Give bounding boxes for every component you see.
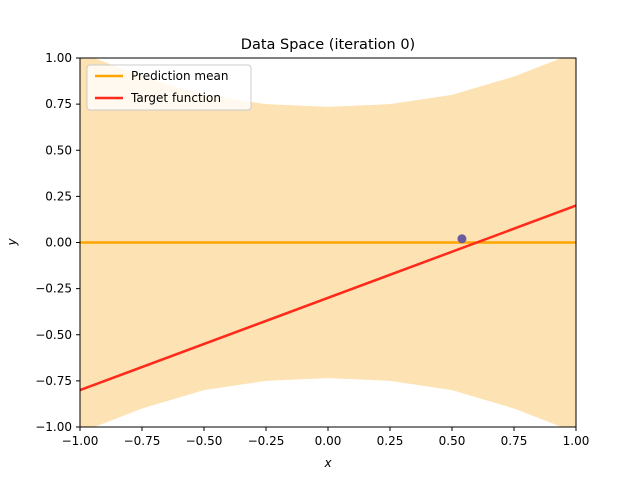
y-axis-label: y <box>5 238 19 247</box>
y-tick-label: 1.00 <box>45 51 72 65</box>
legend: Prediction mean Target function <box>86 64 252 111</box>
legend-label-prediction-mean: Prediction mean <box>131 69 228 83</box>
target-function-line <box>80 204 576 392</box>
chart-title: Data Space (iteration 0) <box>241 37 415 53</box>
x-tick-label: −0.75 <box>124 434 161 448</box>
x-tick-label: −0.50 <box>186 434 223 448</box>
y-tick-label: 0.25 <box>45 189 72 203</box>
y-tick-label: 0.50 <box>45 143 72 157</box>
legend-label-target-function: Target function <box>130 91 221 105</box>
y-tick-label: 0.75 <box>45 97 72 111</box>
observation-point <box>457 234 467 244</box>
y-tick-label: −0.25 <box>35 282 72 296</box>
x-tick-label: −1.00 <box>62 434 99 448</box>
legend-box <box>86 64 252 111</box>
x-tick-label: −0.25 <box>248 434 285 448</box>
x-tick-label: 0.75 <box>501 434 528 448</box>
x-axis-ticks: −1.00 −0.75 −0.50 −0.25 0.00 0.25 0.50 0.75 1.00 <box>62 427 590 448</box>
y-tick-label: −1.00 <box>35 420 72 434</box>
x-tick-label: 0.50 <box>439 434 466 448</box>
y-tick-label: 0.00 <box>45 236 72 250</box>
x-tick-label: 1.00 <box>563 434 590 448</box>
y-axis-ticks: −1.00 −0.75 −0.50 −0.25 0.00 0.25 0.50 0.75 1.00 <box>35 51 80 434</box>
x-axis-label: x <box>323 456 332 470</box>
x-tick-label: 0.00 <box>315 434 342 448</box>
y-tick-label: −0.50 <box>35 328 72 342</box>
x-tick-label: 0.25 <box>377 434 404 448</box>
y-tick-label: −0.75 <box>35 374 72 388</box>
observations <box>457 234 467 244</box>
